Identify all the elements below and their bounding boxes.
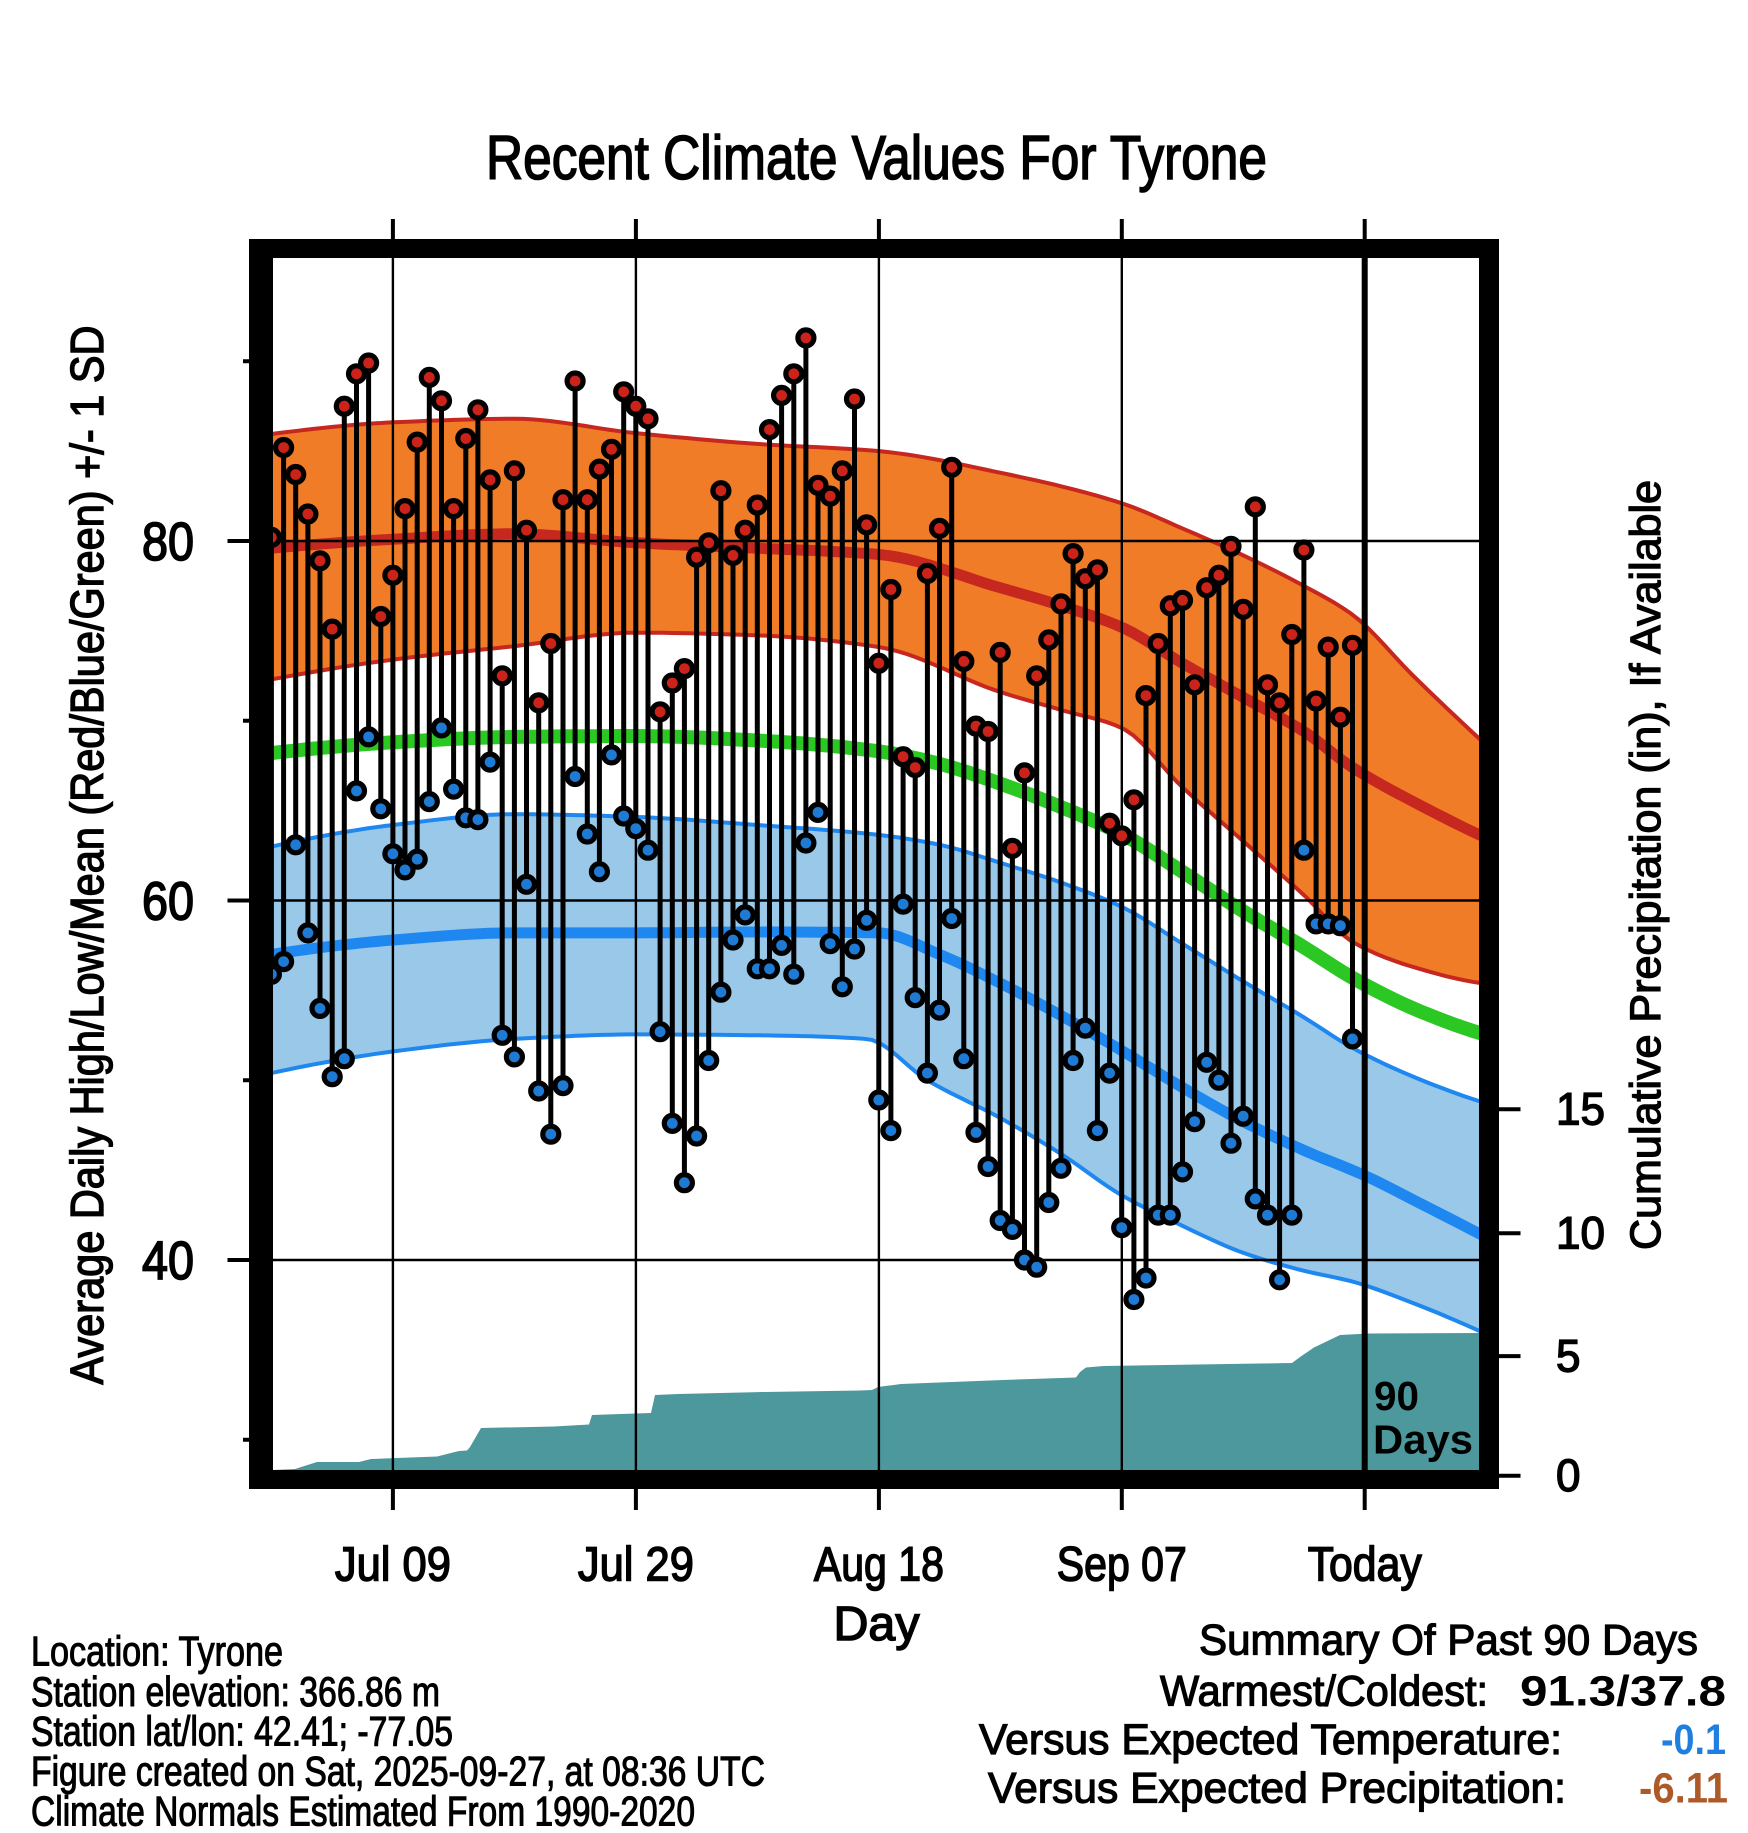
svg-text:-6.11: -6.11 <box>1639 1765 1728 1813</box>
svg-text:Location: Tyrone: Location: Tyrone <box>31 1628 283 1675</box>
svg-text:Warmest/Coldest:: Warmest/Coldest: <box>1160 1668 1488 1716</box>
svg-text:Day: Day <box>834 1598 920 1651</box>
svg-text:80: 80 <box>142 512 194 572</box>
svg-text:5: 5 <box>1556 1331 1581 1382</box>
svg-text:Jul 09: Jul 09 <box>335 1539 451 1592</box>
svg-text:10: 10 <box>1556 1208 1605 1259</box>
svg-text:0: 0 <box>1556 1450 1581 1501</box>
svg-text:-0.1: -0.1 <box>1661 1716 1726 1764</box>
svg-text:90: 90 <box>1374 1373 1419 1419</box>
svg-text:Today: Today <box>1308 1539 1422 1592</box>
svg-text:Jul 29: Jul 29 <box>578 1539 694 1592</box>
svg-text:Days: Days <box>1373 1417 1473 1463</box>
svg-text:Summary Of Past 90 Days: Summary Of Past 90 Days <box>1199 1617 1698 1665</box>
svg-text:Figure created on Sat, 2025-09: Figure created on Sat, 2025-09-27, at 08… <box>31 1748 765 1795</box>
svg-text:Sep 07: Sep 07 <box>1057 1539 1187 1592</box>
svg-text:Versus Expected Temperature:: Versus Expected Temperature: <box>979 1716 1562 1764</box>
svg-text:Versus Expected Precipitation:: Versus Expected Precipitation: <box>988 1765 1566 1813</box>
svg-text:Station elevation: 366.86 m: Station elevation: 366.86 m <box>31 1668 440 1715</box>
svg-text:Aug 18: Aug 18 <box>814 1539 944 1592</box>
svg-text:60: 60 <box>142 872 194 932</box>
svg-text:Recent Climate Values For Tyro: Recent Climate Values For Tyrone <box>486 124 1267 193</box>
svg-text:Average Daily High/Low/Mean (R: Average Daily High/Low/Mean (Red/Blue/Gr… <box>61 326 113 1385</box>
svg-text:Climate Normals Estimated From: Climate Normals Estimated From 1990-2020 <box>31 1787 695 1828</box>
svg-text:15: 15 <box>1556 1084 1605 1135</box>
svg-text:Cumulative Precipitation (in),: Cumulative Precipitation (in), If Availa… <box>1622 480 1670 1250</box>
svg-text:40: 40 <box>142 1231 194 1291</box>
svg-text:91.3/37.8: 91.3/37.8 <box>1520 1668 1726 1716</box>
svg-text:Station lat/lon: 42.41; -77.05: Station lat/lon: 42.41; -77.05 <box>31 1707 453 1754</box>
